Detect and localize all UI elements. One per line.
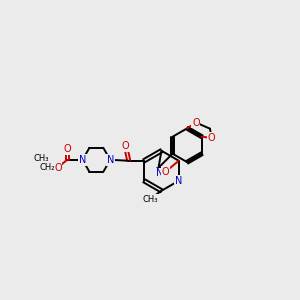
Text: CH₃: CH₃	[143, 195, 158, 204]
Text: N: N	[79, 155, 86, 165]
Text: O: O	[54, 163, 62, 172]
Text: O: O	[208, 133, 215, 143]
Text: CH₂: CH₂	[39, 163, 55, 172]
Text: O: O	[63, 144, 71, 154]
Text: O: O	[192, 118, 200, 128]
Text: O: O	[122, 141, 129, 151]
Text: CH₃: CH₃	[33, 154, 49, 163]
Text: N: N	[175, 176, 182, 186]
Text: N: N	[156, 168, 164, 178]
Text: O: O	[162, 167, 170, 177]
Text: N: N	[106, 155, 114, 165]
